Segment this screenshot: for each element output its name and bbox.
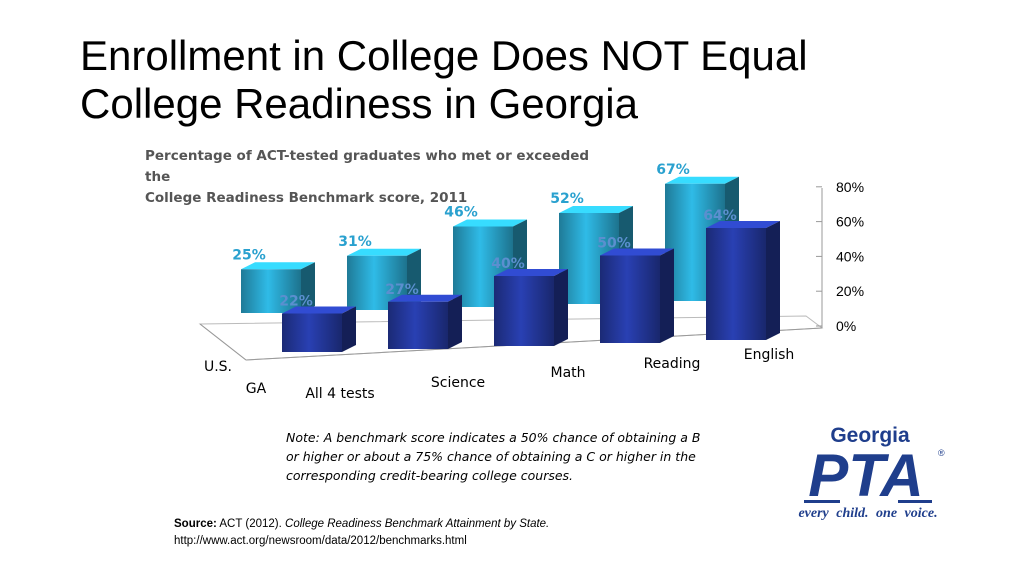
title-line-2: College Readiness in Georgia (80, 80, 638, 127)
bar-ga-1 (388, 294, 462, 349)
bar-top (494, 269, 568, 276)
bar-ga-0 (282, 306, 356, 352)
bar-top (347, 248, 421, 256)
data-label: 40% (491, 256, 525, 272)
bar-top (282, 306, 356, 314)
source-label: Source: (174, 518, 217, 530)
bar-top (388, 294, 462, 302)
benchmark-note: Note: A benchmark score indicates a 50% … (286, 430, 701, 483)
category-label: Science (431, 375, 485, 391)
data-label: 27% (385, 282, 419, 298)
bar-front (600, 255, 660, 343)
bar-front (494, 276, 554, 346)
bar-ga-3 (600, 248, 674, 343)
data-label: 31% (338, 234, 372, 250)
logo-underline-right (898, 500, 932, 503)
value-axis-tick-label: 40% (836, 248, 864, 264)
bar-side (660, 248, 674, 343)
series-label: U.S. (204, 359, 232, 375)
category-label: English (744, 347, 795, 363)
data-label: 52% (550, 191, 584, 207)
bar-top (706, 221, 780, 228)
georgia-pta-logo: Georgia PTA ® every child. one voice. (798, 424, 945, 520)
category-label: All 4 tests (305, 386, 374, 402)
source-doc: College Readiness Benchmark Attainment b… (285, 518, 550, 530)
title-line-1: Enrollment in College Does NOT Equal (80, 32, 808, 79)
value-axis-tick-label: 0% (836, 318, 856, 334)
bar-side (766, 221, 780, 340)
bar-front (241, 269, 301, 313)
bar-side (407, 248, 421, 310)
data-label: 50% (597, 236, 631, 252)
bar-front (388, 301, 448, 349)
logo-registered-mark: ® (938, 448, 945, 458)
data-label: 67% (656, 162, 690, 178)
logo-tagline: every child. one voice. (798, 506, 937, 520)
bar-side (342, 306, 356, 352)
bar-side (301, 262, 315, 313)
logo-tag-every: every (798, 506, 829, 520)
slide-title: Enrollment in College Does NOT Equal Col… (80, 32, 980, 128)
bar-ga-2 (494, 269, 568, 346)
bar-top (559, 206, 633, 213)
series-label: GA (246, 381, 267, 397)
value-axis-tick-label: 80% (836, 179, 864, 195)
chart-subtitle-line-1: Percentage of ACT-tested graduates who m… (145, 148, 590, 185)
bar-top (453, 219, 527, 227)
bar-us-0 (241, 262, 315, 313)
data-label: 46% (444, 205, 478, 221)
category-label: Math (550, 365, 585, 381)
category-label: Reading (644, 356, 701, 372)
bar-top (665, 176, 739, 184)
source-url: http://www.act.org/newsroom/data/2012/be… (174, 535, 467, 547)
bar-front (706, 228, 766, 340)
chart-subtitle: Percentage of ACT-tested graduates who m… (145, 146, 615, 209)
bar-top (600, 248, 674, 256)
data-label: 64% (703, 208, 737, 224)
bar-side (554, 269, 568, 346)
logo-georgia-text: Georgia (830, 424, 910, 447)
source-org: ACT (2012). (219, 518, 282, 530)
logo-pta-text: PTA (808, 442, 924, 509)
value-axis-tick-label: 20% (836, 283, 864, 299)
data-label: 22% (279, 294, 313, 310)
data-label: 25% (232, 247, 266, 263)
bar-front (282, 313, 342, 352)
bar-top (241, 262, 315, 270)
value-axis-tick-label: 60% (836, 214, 864, 230)
logo-tag-one: one (876, 506, 897, 520)
chart-subtitle-line-2: College Readiness Benchmark score, 2011 (145, 190, 468, 206)
bar-side (448, 294, 462, 349)
logo-tag-child: child. (836, 506, 868, 520)
depth-axis-line (199, 323, 247, 361)
bar-ga-4 (706, 221, 780, 340)
source-citation: Source: ACT (2012). College Readiness Be… (174, 516, 694, 550)
logo-tag-voice: voice. (905, 506, 938, 520)
logo-underline-left (804, 500, 840, 503)
